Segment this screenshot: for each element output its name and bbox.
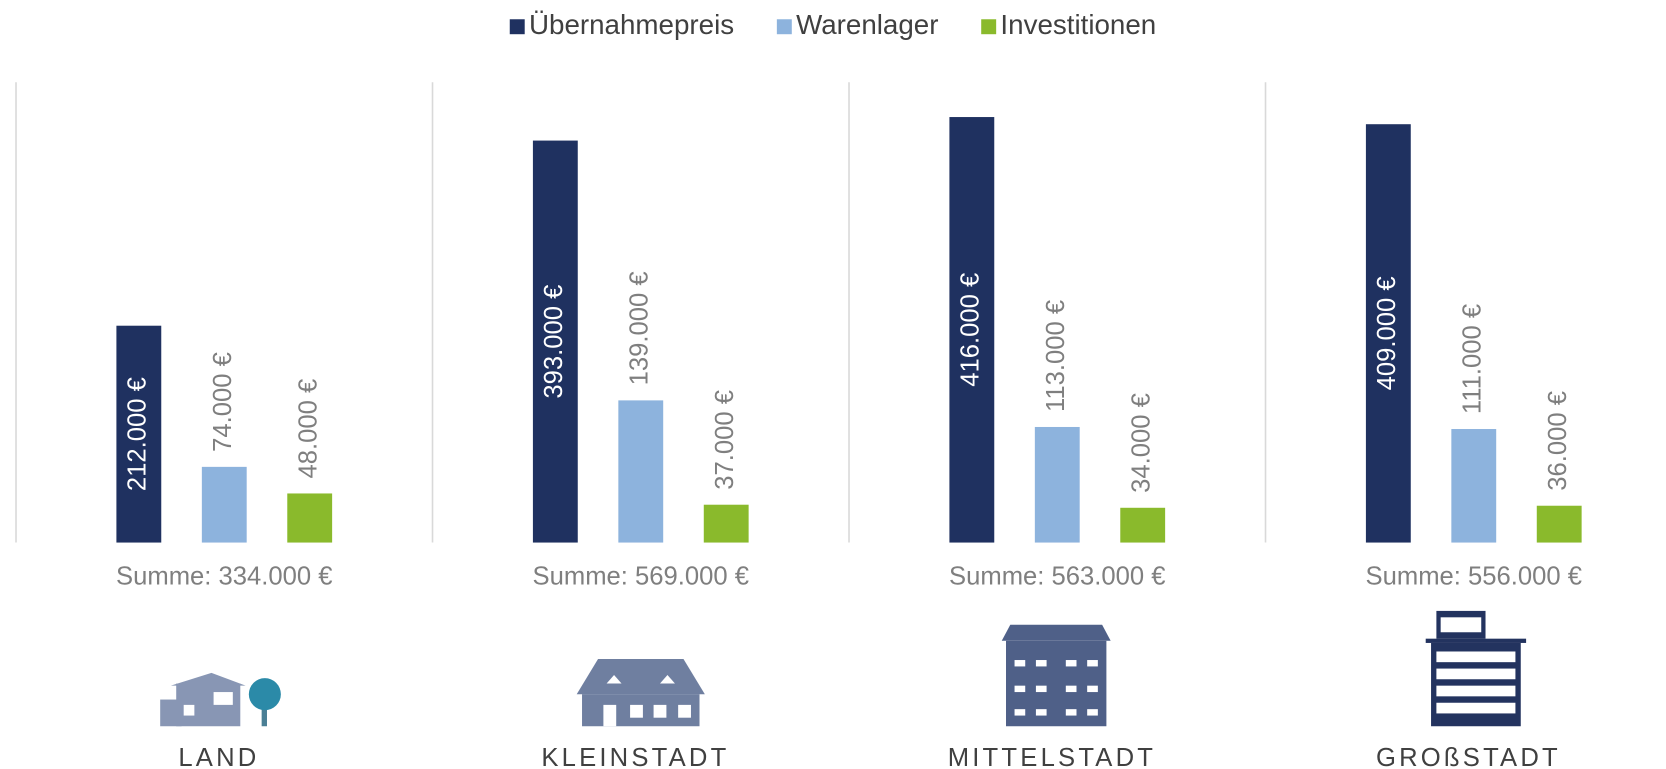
bar: [1365, 124, 1411, 543]
value-label: 113.000 €: [1042, 300, 1070, 412]
legend-label: Investitionen: [1000, 9, 1156, 40]
legend-swatch: [776, 19, 792, 35]
icon-grossstadt: [1425, 610, 1527, 727]
bar: [618, 400, 664, 543]
icon-land: [160, 672, 281, 727]
total-label: Summe: 569.000 €: [533, 563, 750, 591]
bar: [1451, 429, 1497, 543]
value-label: 48.000 €: [294, 379, 322, 479]
total-label: Summe: 334.000 €: [116, 563, 333, 591]
value-label: 393.000 €: [540, 285, 568, 399]
legend-label: Warenlager: [796, 9, 938, 40]
total-label: Summe: 563.000 €: [949, 563, 1166, 591]
value-label: 212.000 €: [124, 377, 152, 491]
value-label: 139.000 €: [626, 271, 654, 385]
bar: [949, 117, 995, 543]
icon-kleinstadt: [576, 658, 705, 727]
bar: [201, 466, 247, 543]
icon-mittelstadt: [1001, 624, 1111, 727]
value-label: 36.000 €: [1544, 391, 1572, 491]
legend-label: Übernahmepreis: [529, 9, 734, 40]
category-label: LAND: [178, 744, 259, 769]
value-label: 416.000 €: [957, 273, 985, 387]
legend-swatch: [509, 19, 525, 35]
bar: [287, 493, 333, 543]
bar: [1120, 507, 1166, 543]
category-label: MITTELSTADT: [948, 744, 1156, 769]
bar: [116, 325, 162, 543]
bar: [1034, 426, 1080, 543]
category-label: KLEINSTADT: [541, 744, 729, 769]
bar: [1536, 505, 1582, 543]
bar: [703, 504, 749, 543]
value-label: 111.000 €: [1459, 304, 1487, 414]
value-label: 409.000 €: [1373, 276, 1401, 390]
value-label: 74.000 €: [209, 352, 237, 452]
legend-swatch: [981, 19, 997, 35]
category-label: GROßSTADT: [1376, 744, 1561, 769]
bar: [532, 140, 578, 543]
value-label: 34.000 €: [1127, 393, 1155, 493]
total-label: Summe: 556.000 €: [1366, 563, 1583, 591]
value-label: 37.000 €: [711, 390, 739, 490]
